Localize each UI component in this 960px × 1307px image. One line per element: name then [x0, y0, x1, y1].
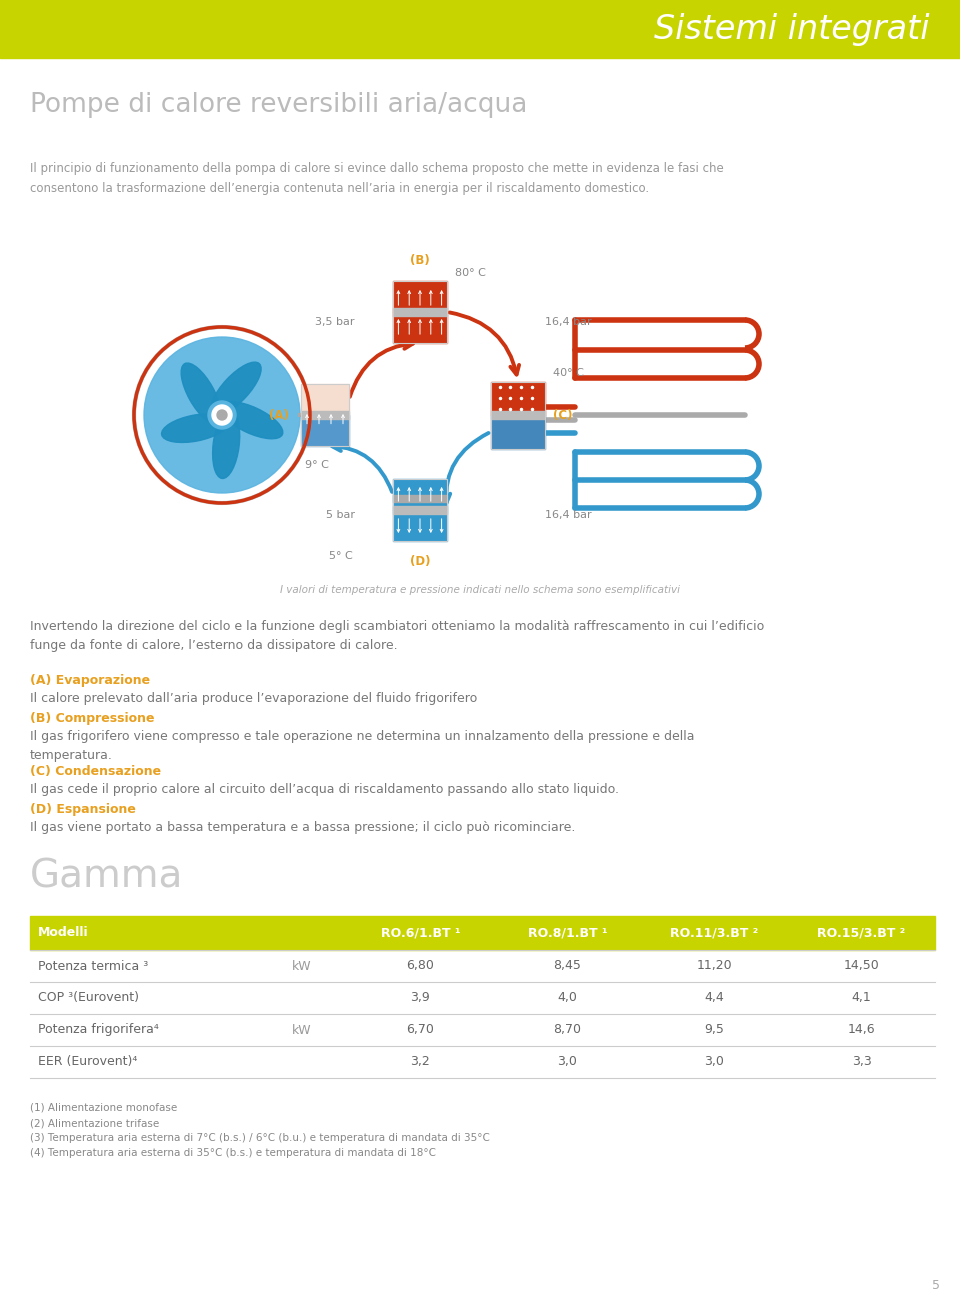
Text: Sistemi integrati: Sistemi integrati [655, 13, 930, 46]
Bar [393, 281, 447, 342]
Bar [393, 281, 447, 312]
Bar [491, 416, 545, 448]
Text: 6,80: 6,80 [406, 959, 434, 972]
Bar [393, 494, 447, 502]
Text: 8,70: 8,70 [553, 1023, 582, 1036]
Text: Modelli: Modelli [38, 927, 88, 940]
Text: Il gas frigorifero viene compresso e tale operazione ne determina un innalzament: Il gas frigorifero viene compresso e tal… [30, 731, 694, 762]
Ellipse shape [161, 414, 228, 443]
Text: RO.11/3.BT ²: RO.11/3.BT ² [670, 927, 758, 940]
Text: 6,70: 6,70 [406, 1023, 434, 1036]
Ellipse shape [211, 362, 261, 414]
Bar [393, 478, 447, 510]
Text: 3,2: 3,2 [411, 1056, 430, 1069]
Text: kW: kW [292, 959, 312, 972]
Bar [393, 308, 447, 316]
Text: 16,4 bar: 16,4 bar [544, 318, 591, 327]
Text: RO.15/3.BT ²: RO.15/3.BT ² [817, 927, 905, 940]
Circle shape [208, 401, 236, 429]
Text: Gamma: Gamma [30, 857, 183, 895]
Text: (B) Compressione: (B) Compressione [30, 712, 155, 725]
Text: 80° C: 80° C [455, 268, 486, 278]
Text: kW: kW [292, 1023, 312, 1036]
Circle shape [212, 405, 232, 425]
Text: (2) Alimentazione trifase: (2) Alimentazione trifase [30, 1117, 159, 1128]
Text: (3) Temperatura aria esterna di 7°C (b.s.) / 6°C (b.u.) e temperatura di mandata: (3) Temperatura aria esterna di 7°C (b.s… [30, 1133, 490, 1144]
Bar [301, 384, 349, 446]
Bar [491, 410, 545, 420]
Text: I valori di temperatura e pressione indicati nello schema sono esemplificativi: I valori di temperatura e pressione indi… [280, 586, 680, 595]
Text: (C) Condensazione: (C) Condensazione [30, 765, 161, 778]
Text: 4,1: 4,1 [852, 992, 872, 1005]
Text: (A) Evaporazione: (A) Evaporazione [30, 674, 150, 687]
Bar [491, 382, 545, 416]
Text: 8,45: 8,45 [553, 959, 582, 972]
Bar [301, 416, 349, 446]
Bar [393, 506, 447, 514]
Text: EER (Eurovent)⁴: EER (Eurovent)⁴ [38, 1056, 137, 1069]
Text: Il principio di funzionamento della pompa di calore si evince dallo schema propo: Il principio di funzionamento della pomp… [30, 162, 724, 195]
Ellipse shape [181, 363, 221, 423]
Text: 5° C: 5° C [329, 552, 353, 561]
Text: 14,6: 14,6 [848, 1023, 876, 1036]
Bar [393, 510, 447, 541]
Text: 4,4: 4,4 [705, 992, 724, 1005]
Text: (A): (A) [269, 409, 289, 421]
Text: 9° C: 9° C [305, 460, 329, 471]
Text: (D) Espansione: (D) Espansione [30, 802, 136, 816]
Text: 14,50: 14,50 [844, 959, 879, 972]
Text: 16,4 bar: 16,4 bar [544, 510, 591, 520]
Text: Pompe di calore reversibili aria/acqua: Pompe di calore reversibili aria/acqua [30, 91, 527, 118]
Text: 5: 5 [932, 1280, 940, 1293]
Bar [393, 312, 447, 342]
Text: 40° C: 40° C [553, 369, 584, 379]
Text: 3,3: 3,3 [852, 1056, 872, 1069]
Circle shape [144, 337, 300, 493]
FancyArrowPatch shape [449, 312, 519, 375]
Text: 3,5 bar: 3,5 bar [315, 318, 355, 327]
Text: Il gas viene portato a bassa temperatura e a bassa pressione; il ciclo può ricom: Il gas viene portato a bassa temperatura… [30, 821, 575, 834]
FancyArrowPatch shape [349, 340, 413, 397]
Bar [301, 384, 349, 416]
Text: (D): (D) [410, 555, 430, 569]
Bar [301, 410, 349, 420]
Text: Potenza frigorifera⁴: Potenza frigorifera⁴ [38, 1023, 158, 1036]
FancyArrowPatch shape [332, 442, 392, 491]
Bar [393, 478, 447, 541]
Bar [491, 382, 545, 448]
Ellipse shape [212, 410, 240, 478]
Circle shape [217, 410, 227, 420]
Ellipse shape [220, 401, 283, 439]
Text: 9,5: 9,5 [705, 1023, 725, 1036]
Text: Il gas cede il proprio calore al circuito dell’acqua di riscaldamento passando a: Il gas cede il proprio calore al circuit… [30, 783, 619, 796]
Text: COP ³(Eurovent): COP ³(Eurovent) [38, 992, 139, 1005]
Text: Potenza termica ³: Potenza termica ³ [38, 959, 148, 972]
Text: RO.8/1.BT ¹: RO.8/1.BT ¹ [528, 927, 607, 940]
Text: 3,0: 3,0 [705, 1056, 725, 1069]
Text: (4) Temperatura aria esterna di 35°C (b.s.) e temperatura di mandata di 18°C: (4) Temperatura aria esterna di 35°C (b.… [30, 1148, 436, 1158]
Text: 3,9: 3,9 [411, 992, 430, 1005]
Text: 5 bar: 5 bar [325, 510, 354, 520]
Text: (C): (C) [553, 409, 572, 421]
Bar [0, 0, 960, 58]
Text: 11,20: 11,20 [697, 959, 732, 972]
Text: Invertendo la direzione del ciclo e la funzione degli scambiatori otteniamo la m: Invertendo la direzione del ciclo e la f… [30, 620, 764, 652]
Text: (1) Alimentazione monofase: (1) Alimentazione monofase [30, 1103, 178, 1114]
FancyArrowPatch shape [442, 433, 489, 503]
Text: 3,0: 3,0 [558, 1056, 577, 1069]
Text: RO.6/1.BT ¹: RO.6/1.BT ¹ [380, 927, 460, 940]
Text: Il calore prelevato dall’aria produce l’evaporazione del fluido frigorifero: Il calore prelevato dall’aria produce l’… [30, 691, 477, 704]
Bar [30, 916, 935, 950]
Text: 4,0: 4,0 [558, 992, 577, 1005]
Text: (B): (B) [410, 254, 430, 267]
